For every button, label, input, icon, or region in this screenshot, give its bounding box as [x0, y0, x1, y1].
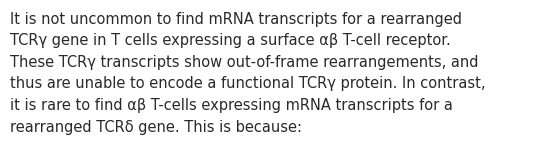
Text: It is not uncommon to find mRNA transcripts for a rearranged
TCRγ gene in T cell: It is not uncommon to find mRNA transcri…: [10, 12, 485, 135]
